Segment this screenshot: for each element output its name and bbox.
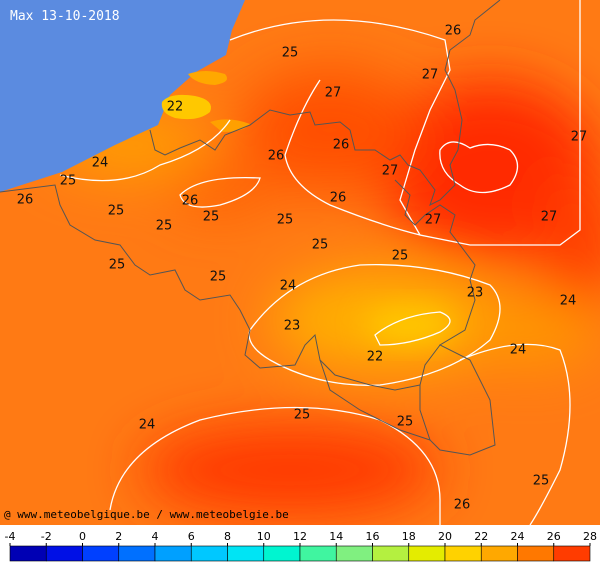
contour-label: 26 [268, 149, 285, 164]
colorbar-swatch [263, 545, 301, 562]
colorbar: -4 -2 0 2 4 6 8 10 12 14 16 18 20 22 24 26 28 [5, 530, 597, 562]
contour-label: 25 [60, 174, 77, 189]
contour-label: 24 [92, 156, 109, 171]
sea [0, 0, 245, 192]
colorbar-swatch [9, 545, 47, 562]
contour-label: 25 [210, 270, 227, 285]
colorbar-swatch [480, 545, 518, 562]
contour-label: 26 [330, 191, 347, 206]
contour-label: 27 [382, 164, 399, 179]
contour-label: 25 [312, 238, 329, 253]
colorbar-tick-label: 8 [224, 530, 231, 543]
contour-label: 26 [17, 193, 34, 208]
colorbar-swatch [408, 545, 446, 562]
contour-label: 22 [367, 350, 384, 365]
colorbar-swatch [118, 545, 156, 562]
island [161, 94, 211, 120]
colorbar-tick-label: 2 [115, 530, 122, 543]
colorbar-tick-label: 28 [583, 530, 597, 543]
colorbar-swatch [335, 545, 373, 562]
contour-label: 27 [571, 130, 588, 145]
map-title: Max 13-10-2018 [10, 9, 120, 24]
colorbar-tick-label: 14 [329, 530, 343, 543]
contour-label: 25 [108, 204, 125, 219]
contour-label: 25 [397, 415, 414, 430]
contour-label: 27 [325, 86, 342, 101]
colorbar-tick-label: 26 [547, 530, 561, 543]
contour-label: 23 [284, 319, 301, 334]
colorbar-tick-label: 10 [257, 530, 271, 543]
colorbar-tick-label: 24 [511, 530, 525, 543]
colorbar-tick-label: 6 [188, 530, 195, 543]
contour-label: 27 [541, 210, 558, 225]
colorbar-swatch [154, 545, 192, 562]
colorbar-tick-label: -2 [41, 530, 52, 543]
colorbar-swatch [553, 545, 591, 562]
contour-label: 25 [533, 474, 550, 489]
contour-label: 25 [109, 258, 126, 273]
contour-label: 25 [156, 219, 173, 234]
contour-label: 26 [182, 194, 199, 209]
isotherms [59, 0, 581, 525]
contour-label: 24 [280, 279, 297, 294]
colorbar-swatch [190, 545, 228, 562]
contour-label: 25 [294, 408, 311, 423]
colorbar-tick-label: -4 [5, 530, 16, 543]
colorbar-swatch [227, 545, 265, 562]
colorbar-tick-label: 4 [152, 530, 159, 543]
contour-label: 26 [454, 498, 471, 513]
contour-label: 27 [422, 68, 439, 83]
contour-label: 24 [139, 418, 156, 433]
contour-label: 25 [203, 210, 220, 225]
colorbar-swatch [372, 545, 410, 562]
borders [0, 0, 501, 456]
contour-label: 24 [560, 294, 577, 309]
colorbar-tick-label: 16 [366, 530, 380, 543]
colorbar-tick-label: 0 [79, 530, 86, 543]
contour-label: 26 [445, 24, 462, 39]
contour-label: 26 [333, 138, 350, 153]
colorbar-tick-label: 22 [474, 530, 488, 543]
map: Max 13-10-2018 @ www.meteobelgique.be / … [0, 0, 600, 525]
colorbar-tick-label: 20 [438, 530, 452, 543]
contour-label: 25 [277, 213, 294, 228]
colorbar-swatch [45, 545, 83, 562]
contour-labels: 26 25 27 22 27 26 26 27 27 24 25 26 25 26 25 25 25 26 27 27… [17, 24, 588, 513]
contour-label: 25 [392, 249, 409, 264]
contour-label: 27 [425, 213, 442, 228]
island [188, 71, 228, 85]
colorbar-tick-label: 18 [402, 530, 416, 543]
colorbar-swatch [444, 545, 482, 562]
contour-label: 24 [510, 343, 527, 358]
contour-label: 25 [282, 46, 299, 61]
colorbar-tick-label: 12 [293, 530, 307, 543]
contour-label: 22 [167, 100, 184, 115]
colorbar-swatch [82, 545, 120, 562]
colorbar-swatch [299, 545, 337, 562]
credit: @ www.meteobelgique.be / www.meteobelgie… [4, 508, 289, 521]
colorbar-swatch [517, 545, 555, 562]
contour-label: 23 [467, 286, 484, 301]
